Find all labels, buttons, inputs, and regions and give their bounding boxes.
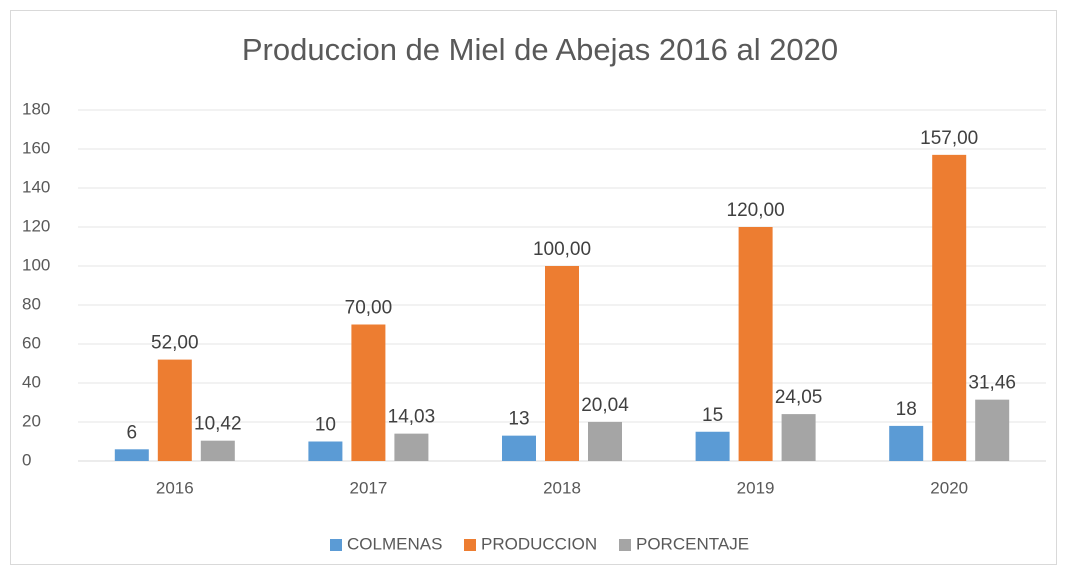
bar xyxy=(889,425,924,461)
y-tick-label: 80 xyxy=(22,294,41,313)
legend-label: PORCENTAJE xyxy=(636,534,749,553)
legend-swatch xyxy=(330,539,342,551)
y-tick-label: 0 xyxy=(22,450,31,469)
x-tick-label: 2017 xyxy=(349,478,387,497)
data-label: 15 xyxy=(702,405,723,426)
legend-swatch xyxy=(464,539,476,551)
y-tick-label: 60 xyxy=(22,333,41,352)
x-tick-label: 2018 xyxy=(543,478,581,497)
bar xyxy=(114,449,149,461)
y-tick-label: 140 xyxy=(22,177,50,196)
data-label: 52,00 xyxy=(151,333,199,354)
bar xyxy=(738,227,773,461)
bar xyxy=(975,399,1010,461)
data-label: 6 xyxy=(127,422,138,443)
y-tick-label: 180 xyxy=(22,99,50,118)
data-label: 20,04 xyxy=(581,395,629,416)
bar xyxy=(932,154,967,461)
bar xyxy=(200,440,235,461)
data-label: 14,03 xyxy=(388,407,436,428)
x-tick-label: 2020 xyxy=(930,478,968,497)
x-tick-label: 2019 xyxy=(737,478,775,497)
bar xyxy=(588,421,622,461)
y-tick-label: 120 xyxy=(22,216,50,235)
bar xyxy=(695,431,730,461)
y-tick-label: 160 xyxy=(22,138,50,157)
bar xyxy=(502,435,536,461)
data-label: 24,05 xyxy=(775,387,823,408)
data-label: 10,42 xyxy=(194,414,242,435)
bar xyxy=(394,433,429,461)
y-tick-label: 40 xyxy=(22,372,41,391)
chart-border xyxy=(10,10,1057,565)
data-label: 120,00 xyxy=(727,200,785,221)
data-label: 31,46 xyxy=(968,373,1016,394)
legend-swatch xyxy=(619,539,631,551)
bar xyxy=(781,414,816,461)
data-label: 100,00 xyxy=(533,239,591,260)
data-label: 18 xyxy=(896,399,917,420)
bar xyxy=(351,324,386,461)
y-tick-label: 20 xyxy=(22,411,41,430)
chart-title: Produccion de Miel de Abejas 2016 al 202… xyxy=(242,32,838,67)
data-label: 70,00 xyxy=(345,298,393,319)
data-label: 157,00 xyxy=(920,128,978,149)
data-label: 13 xyxy=(508,409,529,430)
data-label: 10 xyxy=(315,415,336,436)
x-tick-label: 2016 xyxy=(156,478,194,497)
y-tick-label: 100 xyxy=(22,255,50,274)
legend-label: COLMENAS xyxy=(347,534,442,553)
bar xyxy=(545,266,579,461)
bar xyxy=(308,441,343,461)
legend-label: PRODUCCION xyxy=(481,534,597,553)
bar xyxy=(157,359,192,461)
